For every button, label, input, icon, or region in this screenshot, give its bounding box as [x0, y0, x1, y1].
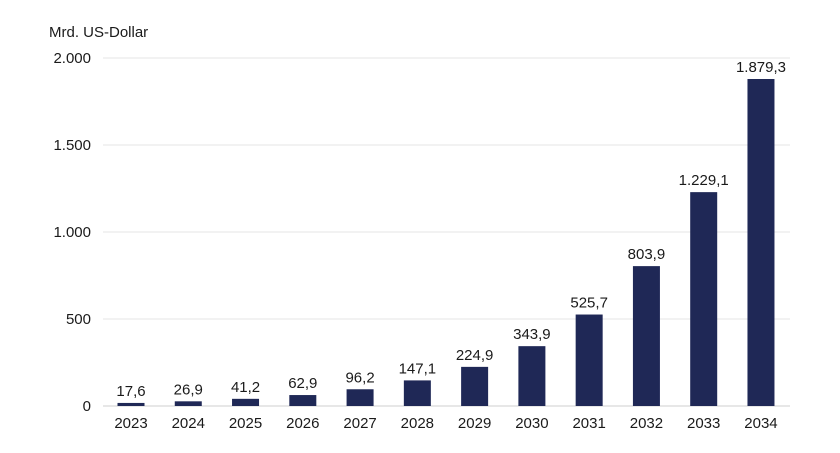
y-axis-unit-label: Mrd. US-Dollar [49, 24, 148, 41]
bar [575, 314, 603, 406]
x-tick-label: 2031 [572, 415, 605, 432]
y-tick-label: 0 [83, 398, 91, 415]
bar [461, 366, 489, 406]
y-axis-ticks: 0 500 1.000 1.500 2.000 [53, 50, 91, 415]
x-tick-label: 2034 [744, 415, 777, 432]
data-label: 96,2 [345, 369, 374, 386]
bar [346, 389, 374, 406]
y-tick-label: 1.000 [53, 224, 91, 241]
data-label: 803,9 [628, 246, 666, 263]
x-tick-label: 2029 [458, 415, 491, 432]
x-tick-label: 2027 [343, 415, 376, 432]
x-tick-label: 2032 [630, 415, 663, 432]
data-label: 343,9 [513, 326, 551, 343]
data-label: 62,9 [288, 375, 317, 392]
x-tick-label: 2030 [515, 415, 548, 432]
x-axis-ticks: 2023 2024 2025 2026 2027 2028 2029 2030 2031 2032… [114, 415, 777, 432]
y-tick-label: 500 [66, 311, 91, 328]
data-label: 1.229,1 [679, 172, 729, 189]
bar [403, 380, 431, 406]
data-label: 17,6 [116, 383, 145, 400]
bar [518, 346, 546, 406]
bar [690, 192, 718, 406]
data-label: 26,9 [174, 381, 203, 398]
data-label: 147,1 [399, 360, 437, 377]
bar [117, 402, 145, 406]
x-tick-label: 2026 [286, 415, 319, 432]
data-label: 224,9 [456, 347, 494, 364]
data-label: 525,7 [570, 295, 608, 312]
data-label: 1.879,3 [736, 59, 786, 76]
y-tick-label: 1.500 [53, 137, 91, 154]
bars [117, 79, 775, 406]
bar [232, 398, 260, 406]
x-tick-label: 2024 [172, 415, 205, 432]
bar [632, 266, 660, 406]
x-tick-label: 2028 [401, 415, 434, 432]
x-tick-label: 2023 [114, 415, 147, 432]
bar [174, 401, 202, 406]
data-labels: 17,6 26,9 41,2 62,9 96,2 147,1 224,9 343,9 525,7… [116, 59, 786, 400]
gridlines [103, 57, 790, 407]
x-tick-label: 2025 [229, 415, 262, 432]
bar [289, 395, 317, 406]
bar [747, 79, 775, 406]
y-tick-label: 2.000 [53, 50, 91, 67]
x-tick-label: 2033 [687, 415, 720, 432]
data-label: 41,2 [231, 379, 260, 396]
